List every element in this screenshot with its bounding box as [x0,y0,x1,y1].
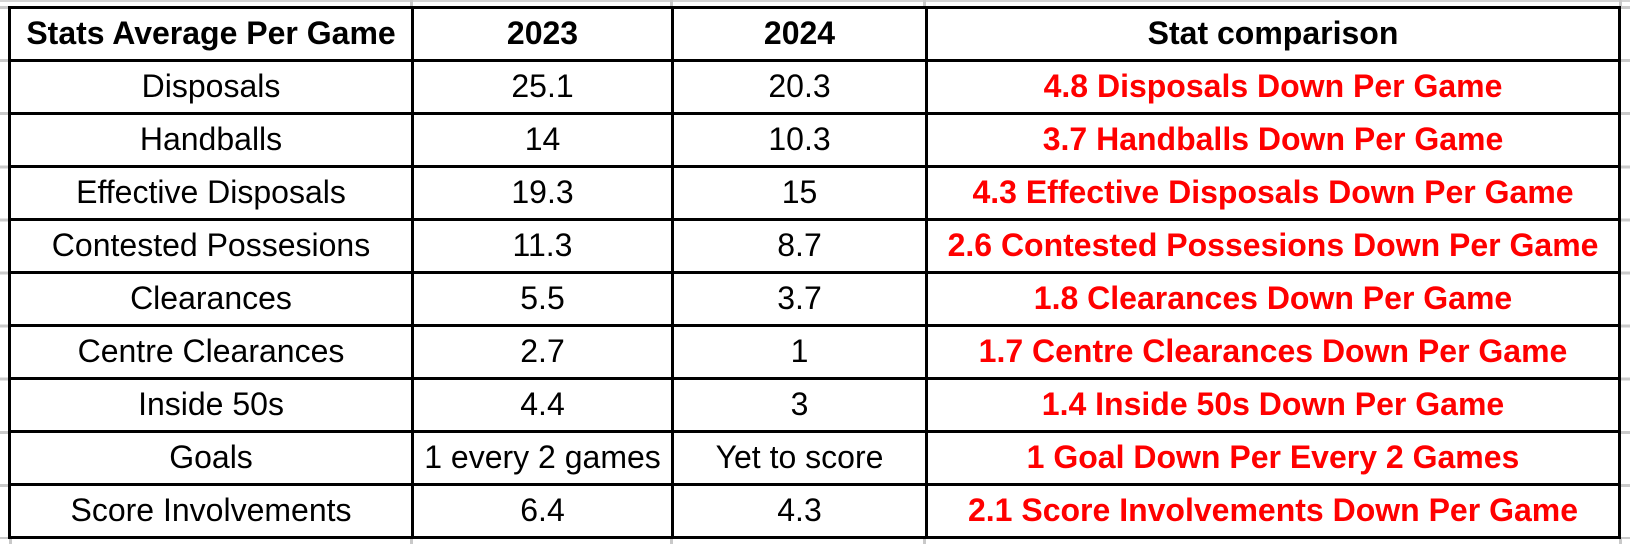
gridline [0,0,1630,2]
cell-2024-value: 20.3 [671,59,928,115]
table-row-clearances: Clearances 5.5 3.7 1.8 Clearances Down P… [8,271,1621,327]
gridline-stub [410,537,413,544]
header-stat-name: Stats Average Per Game [8,6,414,62]
gridline-stub [9,537,12,544]
table-row-goals: Goals 1 every 2 games Yet to score 1 Goa… [8,430,1621,486]
gridline-stub-column [1621,6,1630,539]
cell-comparison: 1.4 Inside 50s Down Per Game [925,377,1621,433]
gridline-stub [670,0,673,6]
table-row-handballs: Handballs 14 10.3 3.7 Handballs Down Per… [8,112,1621,168]
gridline-stub [923,537,926,544]
header-2024: 2024 [671,6,928,62]
cell-2023-value: 14 [411,112,674,168]
cell-comparison: 4.8 Disposals Down Per Game [925,59,1621,115]
cell-stat-name: Goals [8,430,414,486]
cell-stat-name: Clearances [8,271,414,327]
cell-stat-name: Effective Disposals [8,165,414,221]
header-row: Stats Average Per Game 2023 2024 Stat co… [8,6,1621,62]
table-row-score-involvements: Score Involvements 6.4 4.3 2.1 Score Inv… [8,483,1621,539]
cell-2024-value: 3 [671,377,928,433]
cell-stat-name: Inside 50s [8,377,414,433]
cell-2023-value: 4.4 [411,377,674,433]
gridline-stub-column [0,6,8,539]
table-row-disposals: Disposals 25.1 20.3 4.8 Disposals Down P… [8,59,1621,115]
gridline-stub [1619,537,1622,544]
table-row-contested-possesions: Contested Possesions 11.3 8.7 2.6 Contes… [8,218,1621,274]
cell-stat-name: Contested Possesions [8,218,414,274]
cell-stat-name: Score Involvements [8,483,414,539]
header-stat-comparison: Stat comparison [925,6,1621,62]
cell-2023-value: 5.5 [411,271,674,327]
cell-comparison: 2.1 Score Involvements Down Per Game [925,483,1621,539]
cell-2024-value: 10.3 [671,112,928,168]
stats-comparison-table: Stats Average Per Game 2023 2024 Stat co… [8,6,1621,539]
cell-stat-name: Centre Clearances [8,324,414,380]
table-row-centre-clearances: Centre Clearances 2.7 1 1.7 Centre Clear… [8,324,1621,380]
gridline-stub [1619,0,1622,6]
cell-comparison: 1.8 Clearances Down Per Game [925,271,1621,327]
gridline-stub [923,0,926,6]
cell-comparison: 1 Goal Down Per Every 2 Games [925,430,1621,486]
cell-2024-value: 3.7 [671,271,928,327]
cell-2024-value: 1 [671,324,928,380]
cell-stat-name: Disposals [8,59,414,115]
cell-2023-value: 19.3 [411,165,674,221]
cell-comparison: 4.3 Effective Disposals Down Per Game [925,165,1621,221]
header-2023: 2023 [411,6,674,62]
cell-2023-value: 2.7 [411,324,674,380]
cell-2024-value: 15 [671,165,928,221]
cell-comparison: 3.7 Handballs Down Per Game [925,112,1621,168]
table-row-effective-disposals: Effective Disposals 19.3 15 4.3 Effectiv… [8,165,1621,221]
cell-2023-value: 6.4 [411,483,674,539]
cell-2023-value: 11.3 [411,218,674,274]
cell-2024-value: Yet to score [671,430,928,486]
table-row-inside-50s: Inside 50s 4.4 3 1.4 Inside 50s Down Per… [8,377,1621,433]
gridline-stub [670,537,673,544]
cell-2024-value: 4.3 [671,483,928,539]
gridline-stub [410,0,413,6]
cell-2024-value: 8.7 [671,218,928,274]
cell-comparison: 1.7 Centre Clearances Down Per Game [925,324,1621,380]
cell-stat-name: Handballs [8,112,414,168]
cell-comparison: 2.6 Contested Possesions Down Per Game [925,218,1621,274]
cell-2023-value: 1 every 2 games [411,430,674,486]
cell-2023-value: 25.1 [411,59,674,115]
